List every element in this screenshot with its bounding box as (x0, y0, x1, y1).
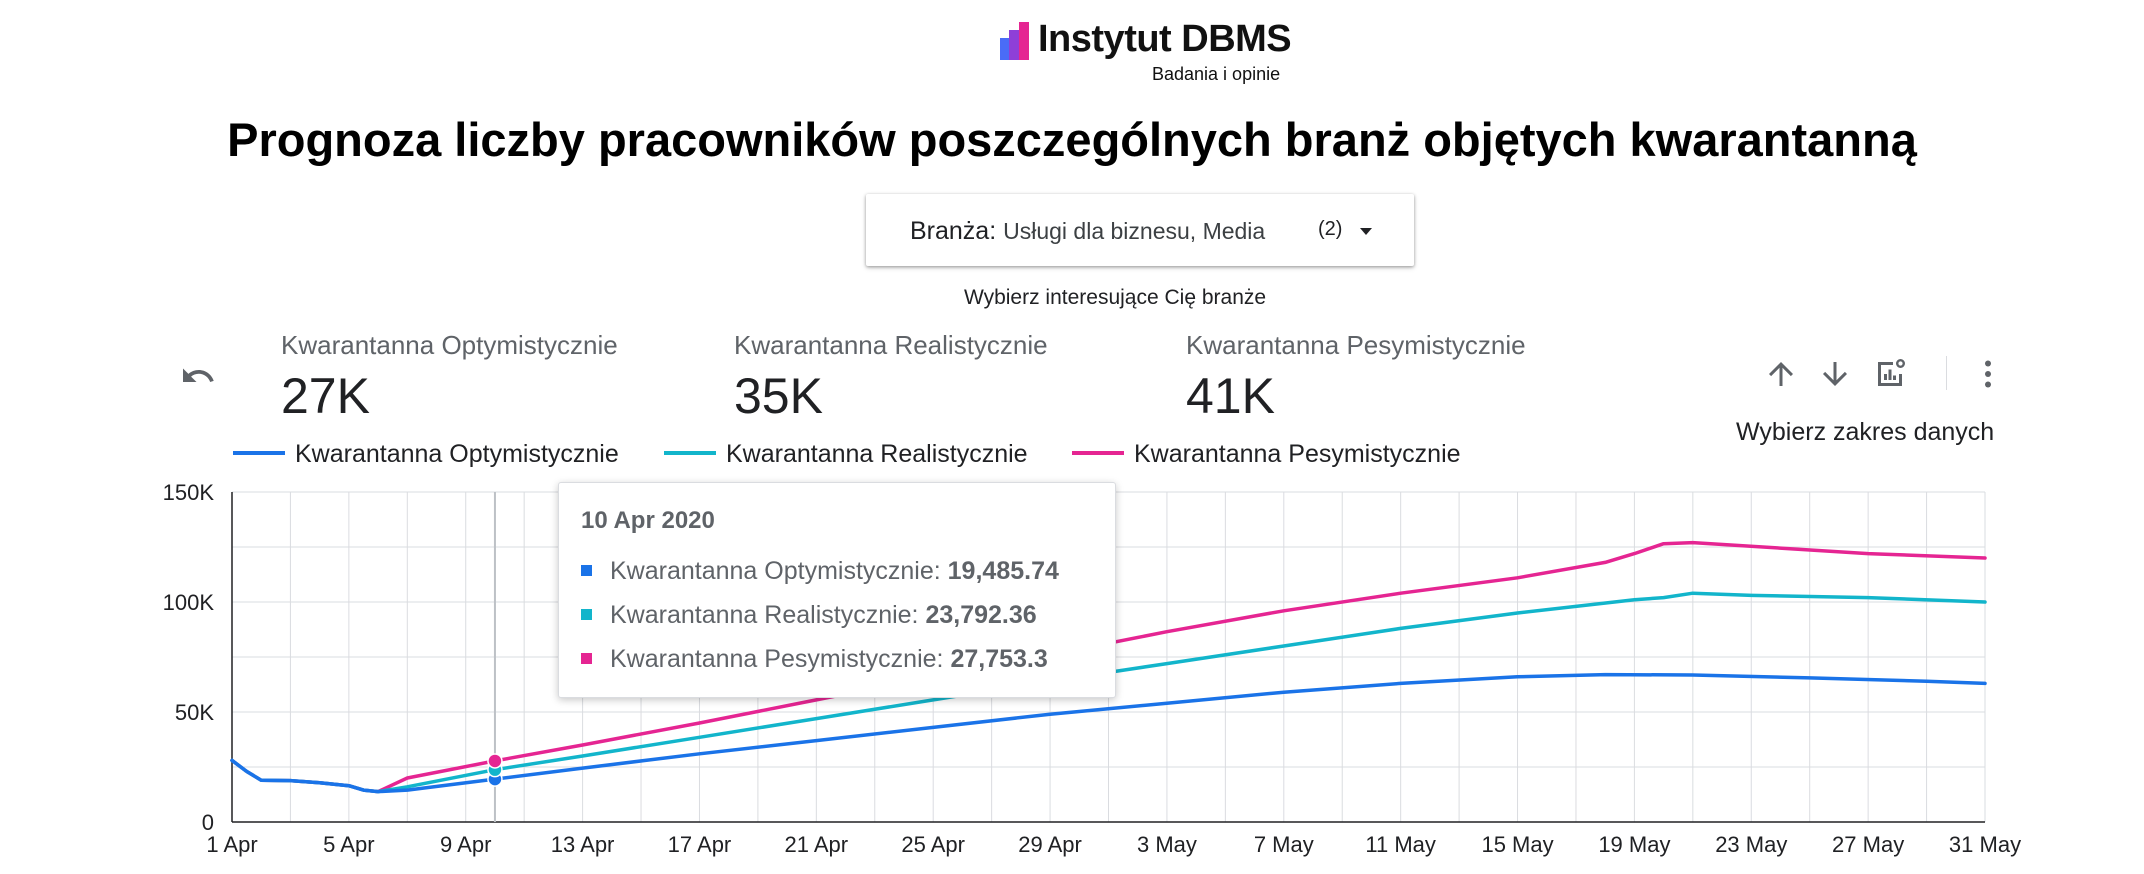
sort-descending-icon[interactable] (1817, 356, 1853, 392)
x-tick-label: 3 May (1137, 832, 1197, 857)
tooltip-row-label: Kwarantanna Realistycznie: (610, 601, 919, 629)
legend-swatch (233, 451, 285, 456)
chart-tooltip: 10 Apr 2020 Kwarantanna Optymistycznie: … (558, 482, 1116, 698)
kpi-label: Kwarantanna Optymistycznie (281, 330, 618, 360)
filter-label-group: Branża: Usługi dla biznesu, Media (910, 217, 1266, 245)
tooltip-row-value: 27,753.3 (950, 645, 1048, 673)
tooltip-row-value: 23,792.36 (925, 601, 1037, 629)
kpi-label: Kwarantanna Pesymistycznie (1186, 330, 1526, 360)
tooltip-row-pessimistic: Kwarantanna Pesymistycznie: 27,753.3 (581, 645, 1048, 674)
chart-settings-icon[interactable] (1872, 356, 1908, 392)
tooltip-row-value: 19,485.74 (947, 557, 1059, 585)
hover-point (487, 753, 503, 769)
legend-label: Kwarantanna Pesymistycznie (1134, 440, 1461, 468)
x-tick-label: 5 Apr (323, 832, 374, 857)
tooltip-row-label: Kwarantanna Pesymistycznie: (610, 645, 944, 673)
kpi-value: 35K (734, 368, 823, 424)
tooltip-row-realistic: Kwarantanna Realistycznie: 23,792.36 (581, 601, 1037, 630)
x-tick-label: 9 Apr (440, 832, 491, 857)
filter-label: Branża (910, 217, 990, 245)
legend-label: Kwarantanna Optymistycznie (295, 440, 619, 468)
toolbar-divider (1946, 356, 1947, 390)
x-tick-label: 27 May (1832, 832, 1904, 857)
filter-hint: Wybierz interesujące Cię branże (963, 286, 1267, 309)
logo-name: Instytut DBMS (1038, 18, 1292, 60)
x-tick-label: 15 May (1481, 832, 1553, 857)
x-tick-label: 31 May (1949, 832, 2021, 857)
x-tick-label: 19 May (1598, 832, 1670, 857)
kpi-value: 27K (281, 368, 370, 424)
y-tick-label: 100K (163, 590, 215, 615)
logo-bars-icon (1000, 22, 1029, 60)
x-tick-label: 13 Apr (551, 832, 615, 857)
kpi-value: 41K (1186, 368, 1275, 424)
tooltip-row-label: Kwarantanna Optymistycznie: (610, 557, 941, 585)
x-tick-label: 25 Apr (901, 832, 965, 857)
kpi-label: Kwarantanna Realistycznie (734, 330, 1048, 360)
legend-pessimistic[interactable]: Kwarantanna Pesymistycznie (1072, 440, 1461, 469)
x-tick-label: 21 Apr (785, 832, 849, 857)
undo-icon[interactable] (180, 358, 216, 394)
legend-label: Kwarantanna Realistycznie (726, 440, 1028, 468)
y-tick-label: 150K (163, 480, 215, 505)
legend-realistic[interactable]: Kwarantanna Realistycznie (664, 440, 1028, 469)
x-tick-label: 1 Apr (206, 832, 257, 857)
x-tick-label: 11 May (1365, 832, 1436, 857)
tooltip-swatch (581, 608, 592, 620)
x-tick-label: 7 May (1254, 832, 1314, 857)
filter-count: (2) (1318, 218, 1343, 240)
tooltip-swatch (581, 652, 592, 664)
more-options-icon[interactable] (1970, 356, 2006, 392)
legend-swatch (1072, 451, 1124, 456)
x-tick-label: 23 May (1715, 832, 1787, 857)
x-tick-label: 29 Apr (1018, 832, 1082, 857)
kpi-pessimistic: Kwarantanna Pesymistycznie 41K (1186, 330, 1526, 425)
kpi-optimistic: Kwarantanna Optymistycznie 27K (281, 330, 618, 425)
tooltip-row-optimistic: Kwarantanna Optymistycznie: 19,485.74 (581, 557, 1059, 586)
series-optimistic-line (230, 672, 1987, 794)
logo-tagline: Badania i opinie (1152, 64, 1281, 84)
tooltip-swatch (581, 564, 592, 576)
x-tick-label: 17 Apr (668, 832, 732, 857)
dropdown-arrow-icon[interactable] (1360, 228, 1372, 235)
kpi-realistic: Kwarantanna Realistycznie 35K (734, 330, 1048, 425)
industry-filter-dropdown[interactable]: Branża: Usługi dla biznesu, Media (2) (866, 194, 1414, 266)
y-tick-label: 0 (202, 810, 214, 835)
tooltip-date: 10 Apr 2020 (581, 507, 715, 534)
y-tick-label: 50K (175, 700, 214, 725)
page-title: Prognoza liczby pracowników poszczególny… (227, 113, 1917, 166)
sort-ascending-icon[interactable] (1763, 356, 1799, 392)
legend-optimistic[interactable]: Kwarantanna Optymistycznie (233, 440, 619, 469)
filter-value: Usługi dla biznesu, Media (1003, 218, 1266, 244)
legend-swatch (664, 451, 716, 456)
data-range-label[interactable]: Wybierz zakres danych (1736, 418, 1995, 446)
